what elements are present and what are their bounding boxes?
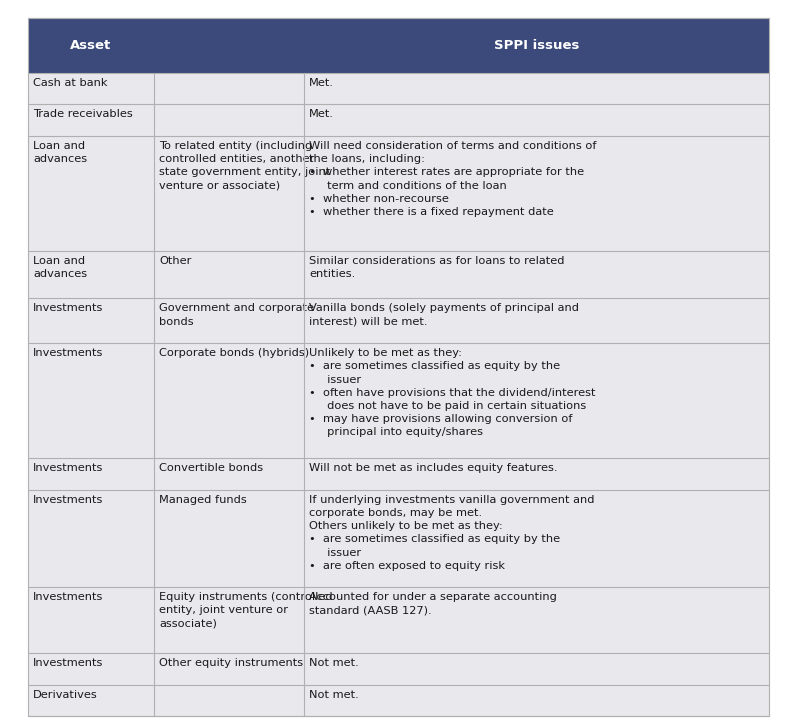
Text: Investments: Investments — [33, 463, 103, 473]
Text: Will need consideration of terms and conditions of
the loans, including:
•  whet: Will need consideration of terms and con… — [309, 141, 596, 217]
Text: Loan and
advances: Loan and advances — [33, 141, 88, 164]
Text: Similar considerations as for loans to related
entities.: Similar considerations as for loans to r… — [309, 256, 565, 279]
Text: Not met.: Not met. — [309, 690, 359, 699]
Text: Convertible bonds: Convertible bonds — [159, 463, 264, 473]
Text: To related entity (including
controlled entities, another
state government entit: To related entity (including controlled … — [159, 141, 331, 190]
Text: Vanilla bonds (solely payments of principal and
interest) will be met.: Vanilla bonds (solely payments of princi… — [309, 303, 579, 326]
Text: Investments: Investments — [33, 495, 103, 505]
Text: Met.: Met. — [309, 109, 335, 119]
Bar — [28, 343, 769, 458]
Text: Will not be met as includes equity features.: Will not be met as includes equity featu… — [309, 463, 558, 473]
Text: Corporate bonds (hybrids): Corporate bonds (hybrids) — [159, 348, 309, 358]
Bar — [28, 587, 769, 653]
Text: SPPI issues: SPPI issues — [494, 39, 579, 52]
Text: Investments: Investments — [33, 303, 103, 313]
Text: Not met.: Not met. — [309, 658, 359, 668]
Text: Cash at bank: Cash at bank — [33, 78, 107, 88]
Text: Equity instruments (controlled
entity, joint venture or
associate): Equity instruments (controlled entity, j… — [159, 593, 333, 629]
Text: Government and corporate
bonds: Government and corporate bonds — [159, 303, 314, 326]
Bar — [28, 73, 769, 104]
Bar — [28, 685, 769, 716]
Bar — [28, 251, 769, 298]
Text: Unlikely to be met as they:
•  are sometimes classified as equity by the
     is: Unlikely to be met as they: • are someti… — [309, 348, 596, 438]
Text: Asset: Asset — [70, 39, 111, 52]
Text: Investments: Investments — [33, 348, 103, 358]
Text: Other: Other — [159, 256, 192, 266]
Bar — [28, 298, 769, 343]
Text: Investments: Investments — [33, 593, 103, 602]
Bar — [28, 653, 769, 685]
Text: Met.: Met. — [309, 78, 335, 88]
Text: If underlying investments vanilla government and
corporate bonds, may be met.
Ot: If underlying investments vanilla govern… — [309, 495, 595, 571]
Bar — [28, 136, 769, 251]
Bar — [28, 490, 769, 587]
Text: Accounted for under a separate accounting
standard (AASB 127).: Accounted for under a separate accountin… — [309, 593, 557, 616]
Bar — [28, 104, 769, 136]
Text: Trade receivables: Trade receivables — [33, 109, 133, 119]
Bar — [28, 18, 769, 73]
Text: Managed funds: Managed funds — [159, 495, 247, 505]
Bar — [28, 458, 769, 490]
Text: Investments: Investments — [33, 658, 103, 668]
Text: Loan and
advances: Loan and advances — [33, 256, 88, 279]
Text: Other equity instruments: Other equity instruments — [159, 658, 304, 668]
Text: Derivatives: Derivatives — [33, 690, 98, 699]
